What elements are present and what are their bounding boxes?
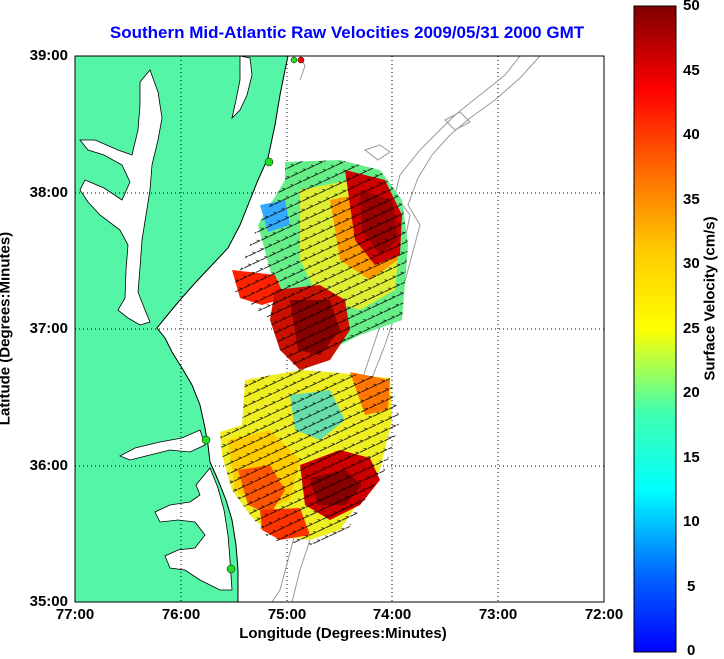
colorbar-tick-label: 45 [683, 62, 700, 79]
ytick-label: 38:00 [29, 184, 68, 201]
xtick-label: 77:00 [55, 606, 95, 623]
colorbar-tick-label: 35 [683, 191, 700, 208]
radar-station-marker [264, 157, 274, 167]
colorbar-tick-label: 50 [683, 0, 700, 14]
radar-station-marker [290, 56, 298, 64]
ytick-label: 35:00 [29, 593, 68, 610]
ytick-label: 37:00 [29, 320, 68, 337]
colorbar [633, 5, 677, 653]
velocity-field-north [232, 160, 408, 372]
velocity-field-south [220, 370, 400, 545]
colorbar-tick-label: 0 [687, 642, 696, 659]
radar-station-marker [226, 564, 236, 574]
xtick-label: 74:00 [372, 606, 412, 623]
xtick-label: 75:00 [267, 606, 307, 623]
colorbar-tick-label: 20 [683, 384, 700, 401]
radar-stations [201, 56, 305, 574]
xtick-label: 72:00 [584, 606, 624, 623]
ytick-label: 36:00 [29, 457, 68, 474]
chesapeake-bay [79, 69, 163, 326]
colorbar-tick-label: 40 [683, 126, 700, 143]
pamlico-sound [154, 467, 233, 591]
colorbar-tick-label: 5 [687, 578, 696, 595]
delaware-bay [231, 56, 253, 120]
colorbar-tick-label: 25 [683, 320, 700, 337]
xtick-label: 76:00 [161, 606, 201, 623]
colorbar-tick-label: 15 [683, 449, 700, 466]
albemarle-sound [119, 429, 206, 461]
plot-title: Southern Mid-Atlantic Raw Velocities 200… [109, 23, 585, 42]
radar-station-marker [201, 435, 211, 445]
colorbar-tick-label: 30 [683, 255, 700, 272]
x-axis-label: Longitude (Degrees:Minutes) [239, 625, 447, 642]
y-axis-label: Latitude (Degrees:Minutes) [0, 231, 14, 426]
colorbar-tick-label: 10 [683, 513, 700, 530]
ytick-label: 39:00 [29, 47, 68, 64]
plot-frame [74, 55, 605, 603]
radar-station-marker [297, 56, 305, 64]
colorbar-label: Surface Velocity (cm/s) [701, 216, 719, 381]
xtick-label: 73:00 [478, 606, 518, 623]
